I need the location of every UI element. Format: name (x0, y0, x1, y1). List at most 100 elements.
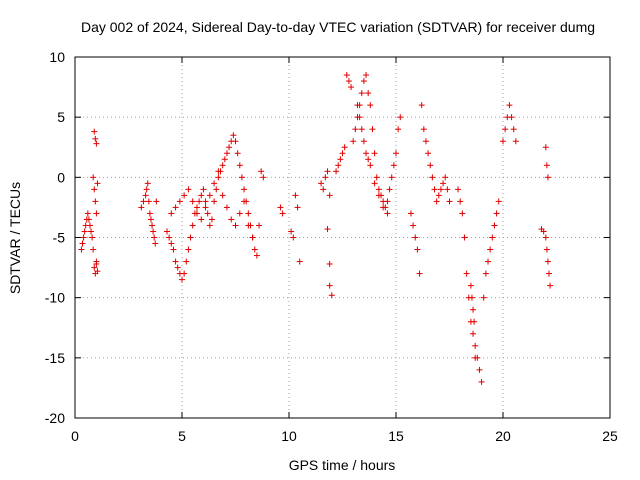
data-point (335, 162, 342, 169)
data-point (90, 246, 97, 253)
data-point (290, 234, 297, 241)
data-point (89, 234, 96, 241)
data-point (174, 264, 181, 271)
data-point (140, 198, 147, 205)
data-point (189, 198, 196, 205)
data-point (337, 156, 344, 163)
data-point (365, 156, 372, 163)
data-point (183, 258, 190, 265)
data-point (500, 138, 506, 145)
data-point (489, 234, 496, 241)
data-point (440, 180, 447, 187)
data-point (345, 78, 352, 85)
data-point (215, 174, 222, 181)
data-point (393, 150, 399, 157)
data-point (418, 102, 425, 109)
data-point (493, 210, 500, 217)
data-point (352, 126, 359, 133)
data-point (363, 150, 370, 157)
data-point (193, 204, 200, 211)
data-points (78, 72, 554, 385)
data-point (380, 204, 387, 211)
data-point (480, 294, 487, 301)
data-point (365, 90, 372, 97)
data-point (482, 270, 489, 277)
data-point (92, 135, 99, 142)
data-point (142, 192, 149, 199)
data-point (427, 162, 434, 169)
data-point (164, 228, 171, 235)
x-tick-label: 15 (388, 428, 404, 444)
y-tick-label: -20 (45, 410, 65, 426)
data-point (471, 318, 478, 325)
data-point (420, 126, 427, 133)
data-point (152, 240, 159, 247)
data-point (294, 204, 301, 211)
data-point (371, 180, 378, 187)
data-point (485, 258, 492, 265)
data-point (215, 168, 222, 175)
data-point (416, 270, 423, 277)
data-point (219, 162, 226, 169)
y-axis-label: SDTVAR / TECUs (7, 182, 23, 294)
data-point (198, 216, 205, 223)
data-point (437, 186, 444, 193)
data-point (457, 198, 464, 205)
data-point (433, 198, 440, 205)
data-point (93, 140, 100, 147)
data-point (292, 192, 299, 199)
data-point (542, 234, 549, 241)
data-point (86, 222, 93, 229)
data-point (495, 198, 502, 205)
data-point (388, 174, 395, 181)
data-point (200, 186, 207, 193)
data-point (193, 210, 200, 217)
data-point (223, 150, 230, 157)
data-point (326, 260, 333, 267)
data-point (386, 186, 393, 193)
data-point (143, 186, 150, 193)
data-point (546, 270, 553, 277)
data-point (472, 354, 479, 361)
data-point (232, 222, 239, 229)
data-point (253, 252, 260, 259)
data-point (384, 198, 391, 205)
data-point (206, 192, 213, 199)
data-point (145, 198, 152, 205)
data-point (226, 144, 233, 151)
data-point (540, 228, 547, 235)
data-point (512, 138, 519, 145)
data-point (412, 234, 419, 241)
data-point (442, 174, 449, 181)
data-point (350, 138, 357, 145)
data-point (367, 102, 374, 109)
data-point (198, 192, 205, 199)
data-point (333, 168, 340, 175)
data-point (326, 192, 333, 199)
data-point (236, 162, 243, 169)
data-point (138, 204, 145, 211)
x-tick-label: 25 (602, 428, 618, 444)
data-point (185, 186, 192, 193)
data-point (468, 294, 475, 301)
chart-title: Day 002 of 2024, Sidereal Day-to-day VTE… (81, 19, 595, 35)
data-point (232, 138, 239, 145)
data-point (206, 222, 213, 229)
data-point (360, 138, 367, 145)
y-tick-label: 5 (57, 109, 65, 125)
data-point (223, 204, 230, 211)
data-point (422, 138, 429, 145)
data-point (508, 114, 515, 121)
data-point (395, 126, 402, 133)
data-point (384, 210, 391, 217)
data-point (202, 204, 209, 211)
data-point (166, 234, 173, 241)
data-point (472, 342, 479, 349)
data-point (318, 180, 325, 187)
ticks (74, 56, 611, 419)
data-point (358, 90, 365, 97)
data-point (444, 186, 451, 193)
data-point (249, 234, 256, 241)
data-point (407, 210, 414, 217)
